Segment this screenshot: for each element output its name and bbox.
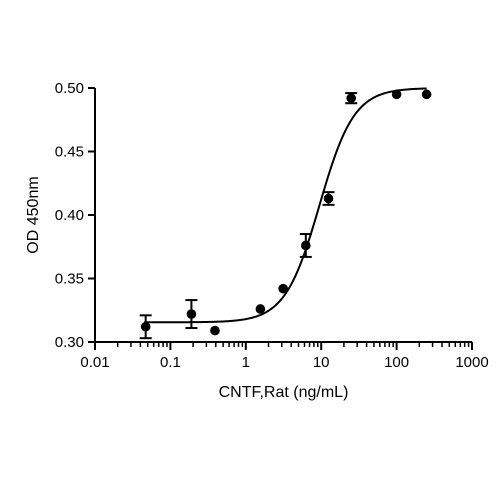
x-tick-label: 1000 xyxy=(455,354,488,371)
x-axis-title: CNTF,Rat (ng/mL) xyxy=(219,384,349,401)
data-point xyxy=(346,93,357,103)
x-tick-label: 100 xyxy=(384,354,409,371)
data-point xyxy=(278,283,288,294)
data-point xyxy=(140,321,151,332)
x-tick-label: 0.01 xyxy=(80,354,109,371)
data-point xyxy=(421,89,432,100)
data-point xyxy=(301,240,311,251)
y-tick-label: 0.30 xyxy=(55,334,84,351)
x-tick-label: 0.1 xyxy=(160,354,181,371)
axes: 0.30 0.35 0.40 0.45 0.50 0.01 0.1 1 10 100 1000 xyxy=(55,80,489,371)
y-tick-label: 0.50 xyxy=(55,80,84,97)
data-point xyxy=(210,325,220,336)
data-points-layer xyxy=(139,89,432,340)
axis-labels: CNTF,Rat (ng/mL) OD 450nm xyxy=(25,176,348,401)
y-axis-title: OD 450nm xyxy=(25,176,42,253)
data-point xyxy=(323,193,334,204)
data-point xyxy=(255,304,266,314)
y-tick-label: 0.35 xyxy=(55,271,84,288)
x-tick-label: 10 xyxy=(313,354,330,371)
y-tick-label: 0.45 xyxy=(55,144,84,161)
x-tick-label: 1 xyxy=(242,354,250,371)
data-point xyxy=(186,309,197,319)
y-tick-label: 0.40 xyxy=(55,207,84,224)
data-point xyxy=(391,89,402,100)
